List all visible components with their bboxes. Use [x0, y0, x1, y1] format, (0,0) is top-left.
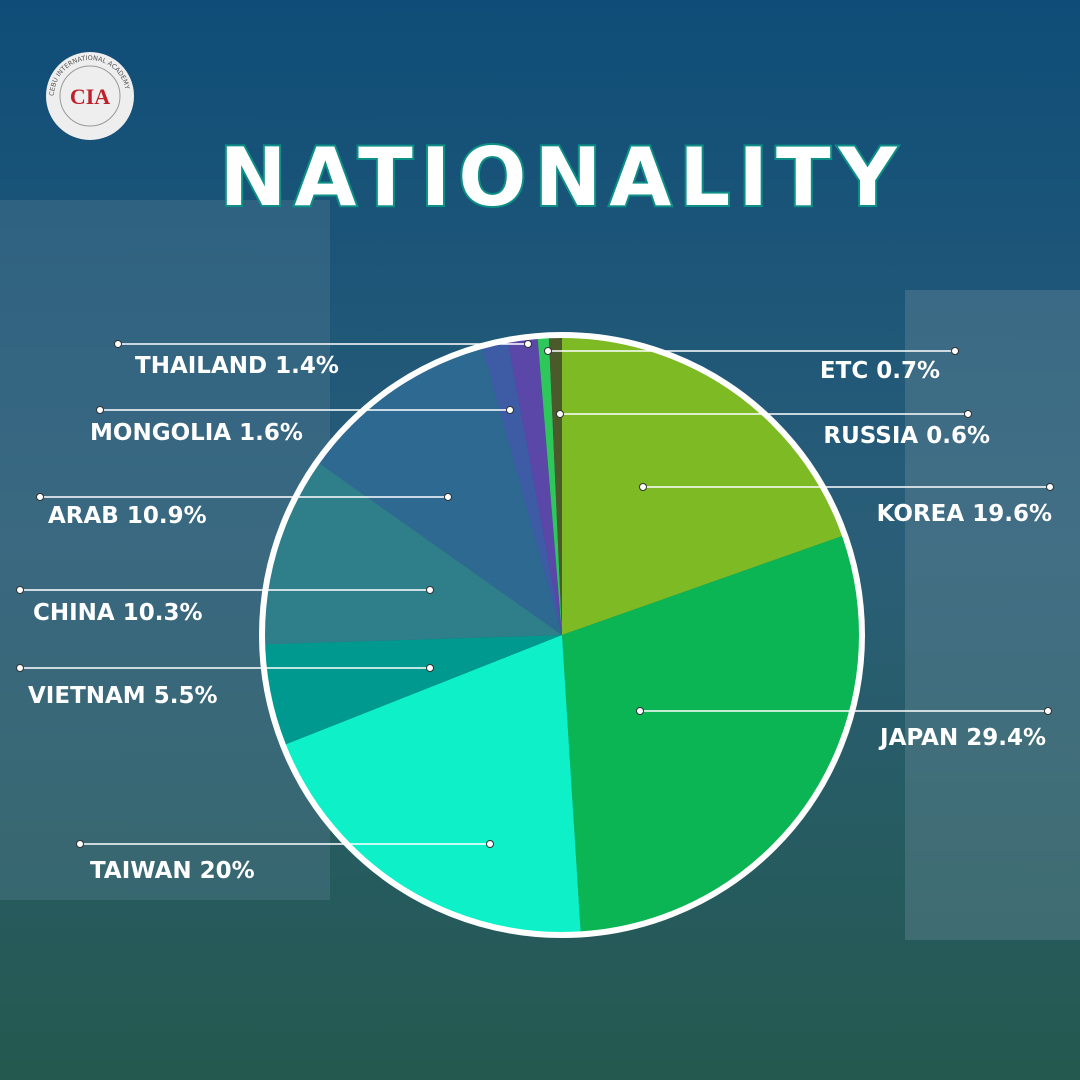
- leader-dot: [951, 347, 959, 355]
- logo: [46, 52, 134, 140]
- value-label: 10.3%: [123, 600, 203, 626]
- slice: [283, 635, 581, 935]
- logo-ring: [59, 65, 121, 127]
- leader-dot: [16, 664, 24, 672]
- slice-label: MONGOLIA 1.6%: [90, 420, 303, 446]
- slice-label: VIETNAM 5.5%: [28, 683, 218, 709]
- slice-label: THAILAND 1.4%: [135, 353, 339, 379]
- slice: [562, 335, 845, 635]
- value-label: 0.6%: [926, 423, 990, 449]
- slice: [537, 335, 562, 635]
- value-label: 20%: [200, 858, 255, 884]
- category-name: ARAB: [48, 503, 119, 529]
- slice-label: JAPAN 29.4%: [878, 725, 1046, 751]
- pie: [259, 332, 865, 938]
- slice-label: CHINA 10.3%: [33, 600, 203, 626]
- category-name: TAIWAN: [90, 858, 192, 884]
- category-name: VIETNAM: [28, 683, 146, 709]
- leader-dot: [444, 493, 452, 501]
- slice-label: KOREA 19.6%: [877, 501, 1052, 527]
- category-name: ETC: [820, 358, 868, 384]
- building-right: [905, 290, 1080, 940]
- labels: KOREA 19.6% JAPAN 29.4% TAIWAN 20% VIETNAM 5.5%…: [16, 340, 1054, 884]
- leader-dot: [96, 406, 104, 414]
- leader-dot: [426, 586, 434, 594]
- value-label: 1.4%: [275, 353, 339, 379]
- value-label: 10.9%: [127, 503, 207, 529]
- leader-dot: [1046, 483, 1054, 491]
- leader-dot: [16, 586, 24, 594]
- value-label: 19.6%: [972, 501, 1052, 527]
- slice: [262, 635, 562, 746]
- category-name: RUSSIA: [823, 423, 918, 449]
- value-label: 1.6%: [239, 420, 303, 446]
- logo-text: CIA: [70, 84, 110, 109]
- value-label: 0.7%: [876, 358, 940, 384]
- leader-dot: [506, 406, 514, 414]
- leader-dot: [114, 340, 122, 348]
- slice-label: RUSSIA 0.6%: [823, 423, 990, 449]
- slice: [262, 461, 562, 645]
- category-name: JAPAN: [878, 725, 958, 751]
- slice: [507, 336, 562, 635]
- slice-label: ARAB 10.9%: [48, 503, 207, 529]
- leader-dot: [524, 340, 532, 348]
- leader-dot: [76, 840, 84, 848]
- leader-dot: [36, 493, 44, 501]
- leader-dot: [556, 410, 564, 418]
- chart-title: NATIONALITY: [219, 131, 904, 224]
- slice: [548, 335, 562, 635]
- slice-label: TAIWAN 20%: [90, 858, 255, 884]
- leader-dot: [1044, 707, 1052, 715]
- leader-dot: [426, 664, 434, 672]
- leader-dot: [636, 707, 644, 715]
- leader-dot: [964, 410, 972, 418]
- pie-border: [259, 332, 865, 938]
- value-label: 5.5%: [154, 683, 218, 709]
- slice-label: ETC 0.7%: [820, 358, 940, 384]
- category-name: MONGOLIA: [90, 420, 231, 446]
- category-name: KOREA: [877, 501, 965, 527]
- leader-dot: [544, 347, 552, 355]
- category-name: CHINA: [33, 600, 115, 626]
- slice: [562, 535, 862, 935]
- leader-dot: [639, 483, 647, 491]
- value-label: 29.4%: [966, 725, 1046, 751]
- slice: [317, 345, 562, 635]
- leader-dot: [486, 840, 494, 848]
- category-name: THAILAND: [135, 353, 267, 379]
- slice: [481, 339, 562, 635]
